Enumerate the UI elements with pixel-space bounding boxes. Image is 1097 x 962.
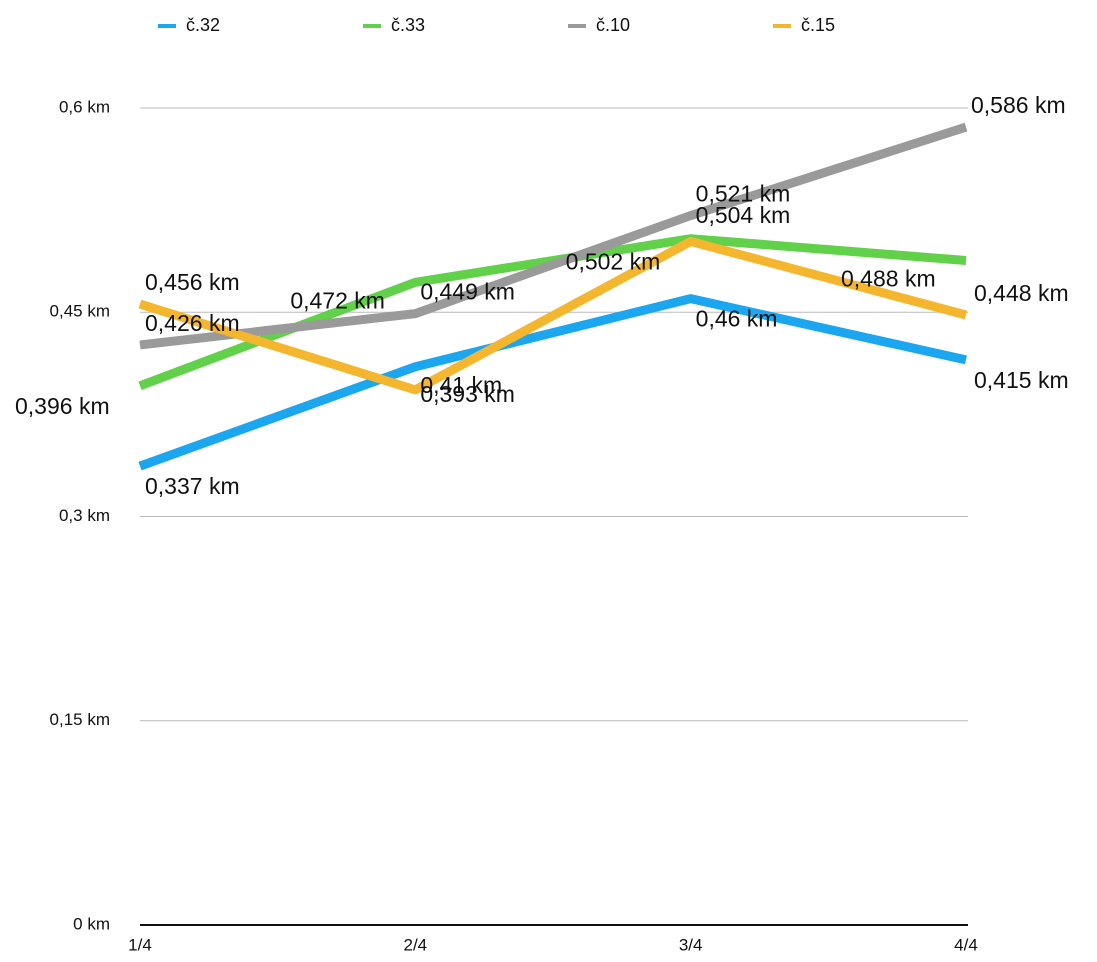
x-tick-label: 2/4	[404, 935, 428, 954]
data-label: 0,337 km	[145, 473, 240, 499]
x-tick-label: 1/4	[128, 935, 152, 954]
y-tick-label: 0,3 km	[59, 506, 110, 525]
data-label: 0,393 km	[420, 381, 515, 407]
y-tick-label: 0,45 km	[50, 302, 110, 321]
legend-label: č.15	[801, 15, 835, 35]
y-tick-label: 0 km	[73, 914, 110, 933]
x-tick-label: 4/4	[954, 935, 978, 954]
data-label: 0,41 km	[420, 372, 502, 398]
data-label: 0,521 km	[696, 181, 791, 207]
data-label: 0,502 km	[566, 249, 661, 275]
data-label: 0,426 km	[145, 310, 240, 336]
legend-label: č.32	[186, 15, 220, 35]
data-label: 0,504 km	[696, 202, 791, 228]
series-line	[139, 122, 968, 350]
series-line	[138, 236, 968, 395]
x-tick-label: 3/4	[679, 935, 703, 954]
data-label: 0,449 km	[420, 279, 515, 305]
data-label: 0,448 km	[974, 280, 1069, 306]
data-label: 0,415 km	[974, 367, 1069, 393]
y-tick-label: 0,6 km	[59, 97, 110, 116]
legend-label: č.10	[596, 15, 630, 35]
y-tick-label: 0,15 km	[50, 710, 110, 729]
data-label: 0,456 km	[145, 269, 240, 295]
data-label: 0,46 km	[696, 306, 778, 332]
data-label: 0,488 km	[841, 266, 936, 292]
data-label: 0,586 km	[971, 92, 1066, 118]
series-line	[138, 294, 967, 471]
data-label: 0,472 km	[290, 287, 385, 313]
legend-label: č.33	[391, 15, 425, 35]
data-label: 0,396 km	[15, 393, 110, 419]
